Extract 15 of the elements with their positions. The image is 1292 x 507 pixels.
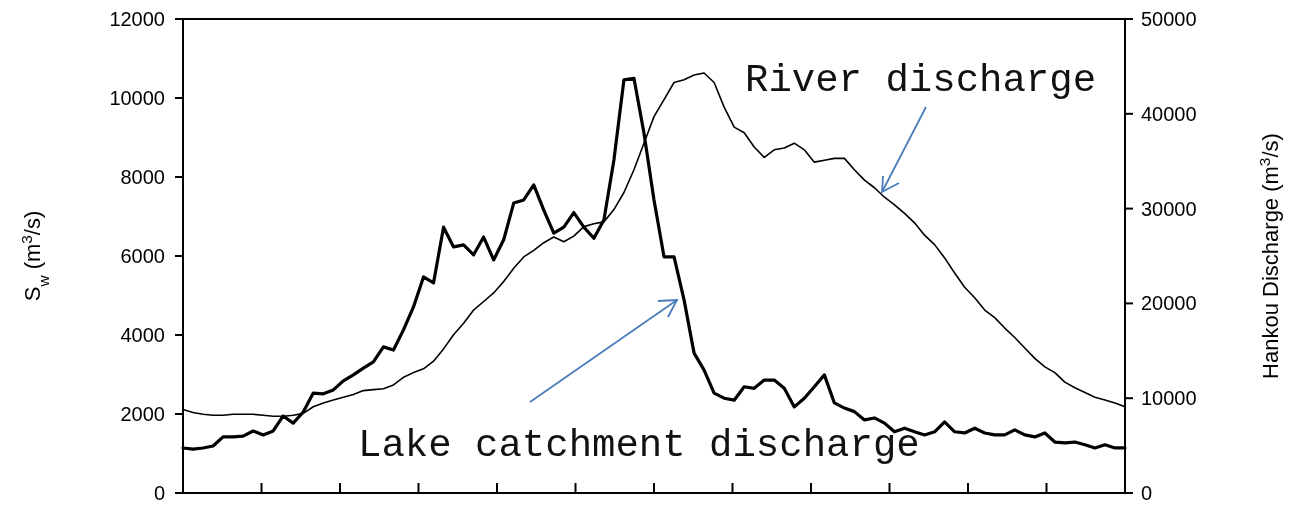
- y-tick-label: 6000: [120, 245, 165, 267]
- y-tick-label: 8000: [120, 166, 165, 188]
- y-tick-label: 12000: [109, 8, 165, 30]
- y-tick-label: 4000: [120, 324, 165, 346]
- annotation: Lake catchment discharge: [358, 424, 920, 468]
- y2-tick-label: 10000: [1141, 387, 1197, 410]
- y2-tick-label: 50000: [1141, 8, 1197, 30]
- y2-tick-label: 30000: [1141, 197, 1197, 220]
- annotation: River discharge: [745, 59, 1097, 103]
- y2-tick-label: 40000: [1141, 102, 1197, 125]
- y-tick-label: 10000: [109, 87, 165, 109]
- y-tick-label: 0: [153, 482, 165, 504]
- y-tick-label: 2000: [120, 403, 165, 425]
- y2-tick-label: 20000: [1141, 292, 1197, 315]
- y2-tick-label: 0: [1141, 482, 1153, 504]
